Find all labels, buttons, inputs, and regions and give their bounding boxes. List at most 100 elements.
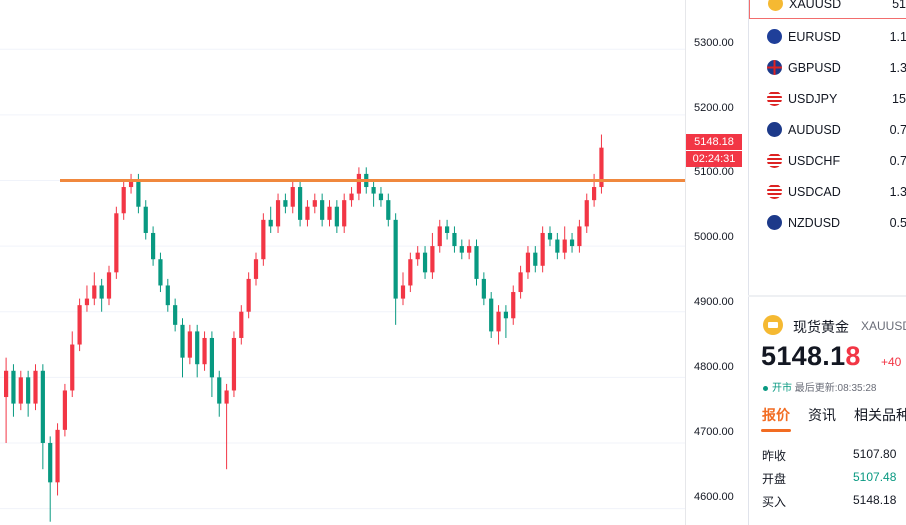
candle-body xyxy=(503,311,508,319)
candle-body xyxy=(577,226,582,247)
candle-body xyxy=(599,147,604,188)
watchlist-item-usdjpy[interactable]: USDJPY 15 xyxy=(749,83,906,114)
candle-body xyxy=(180,324,185,358)
quote-label-prev-close: 昨收 xyxy=(762,449,787,463)
candle-body xyxy=(18,377,23,404)
status-dot-icon xyxy=(763,385,768,391)
candle-body xyxy=(305,206,310,220)
candle-body xyxy=(202,337,207,365)
tick-label-5000: 5000.00 xyxy=(694,231,734,243)
candle-body xyxy=(246,278,251,312)
chart-canvas[interactable] xyxy=(0,0,685,525)
candle-body xyxy=(298,187,303,220)
candle-body xyxy=(128,180,134,188)
price-axis[interactable]: 5300.00 5200.00 5100.00 5000.00 4900.00 … xyxy=(685,0,748,525)
watchlist-symbol: USDCHF xyxy=(788,153,841,168)
watchlist-value: 0.7 xyxy=(889,153,906,168)
watchlist-item-audusd[interactable]: AUDUSD 0.7 xyxy=(749,114,906,145)
candle-body xyxy=(327,206,332,220)
candle-body xyxy=(312,200,317,207)
candle-body xyxy=(467,246,472,253)
candle-body xyxy=(151,232,156,260)
hline-price-label: 5100.00 xyxy=(694,166,734,178)
candle-body xyxy=(62,390,67,430)
symbol-code: XAUUSD xyxy=(861,319,906,333)
watchlist-item-gbpusd[interactable]: GBPUSD 1.3 xyxy=(749,52,906,83)
candle-body xyxy=(70,344,75,391)
tick-label-4700: 4700.00 xyxy=(694,426,734,438)
us-flag-icon xyxy=(767,184,782,199)
candle-body xyxy=(555,239,560,253)
candle-body xyxy=(275,200,281,227)
candle-body xyxy=(378,193,384,201)
tab-underline xyxy=(761,429,791,432)
candle-body xyxy=(143,206,148,233)
candle-body xyxy=(540,232,545,266)
watchlist-item-eurusd[interactable]: EURUSD 1.1 xyxy=(749,21,906,52)
tab-related[interactable]: 相关品种 xyxy=(854,407,906,423)
watchlist-item-usdchf[interactable]: USDCHF 0.7 xyxy=(749,145,906,176)
watchlist-value: 1.1 xyxy=(889,29,906,44)
nz-flag-icon xyxy=(767,215,782,230)
symbol-name: 现货黄金 xyxy=(793,319,849,335)
au-flag-icon xyxy=(767,122,782,137)
candle-body xyxy=(55,429,60,483)
price-change: +40 xyxy=(881,355,902,369)
candle-body xyxy=(106,272,112,299)
quote-label-open: 开盘 xyxy=(762,472,787,486)
tick-label-5200: 5200.00 xyxy=(694,102,734,114)
candle-body xyxy=(408,259,413,286)
watchlist-value: 15 xyxy=(892,91,906,106)
candle-body xyxy=(386,200,391,220)
candle-body xyxy=(459,246,464,253)
watchlist-item-usdcad[interactable]: USDCAD 1.3 xyxy=(749,176,906,207)
candle-body xyxy=(481,278,486,299)
candle-body xyxy=(40,370,45,443)
candle-body xyxy=(445,226,450,233)
candle-body xyxy=(121,187,126,214)
market-open-label: 开市 xyxy=(772,383,792,394)
candle-body xyxy=(33,370,38,404)
tab-news[interactable]: 资讯 xyxy=(808,407,836,423)
candle-body xyxy=(518,272,523,293)
market-status: 开市 最后更新:08:35:28 xyxy=(763,379,877,394)
watchlist-value: 0.5 xyxy=(889,215,906,230)
candle-body xyxy=(48,442,53,483)
tick-label-5300: 5300.00 xyxy=(694,37,734,49)
watchlist-value: 51 xyxy=(892,0,906,11)
candlestick-chart[interactable] xyxy=(0,0,685,525)
candle-body xyxy=(415,252,420,260)
candle-body xyxy=(371,187,376,194)
candle-body xyxy=(187,331,192,358)
candle-body xyxy=(173,305,178,325)
candle-body xyxy=(231,337,237,391)
watchlist-symbol: AUDUSD xyxy=(788,122,841,137)
candle-body xyxy=(569,239,575,247)
candle-body xyxy=(437,226,442,247)
tick-label-4900: 4900.00 xyxy=(694,296,734,308)
candle-body xyxy=(592,187,597,201)
candle-body xyxy=(99,285,104,299)
candle-body xyxy=(474,246,479,279)
candle-body xyxy=(26,377,31,404)
us-flag-icon xyxy=(767,91,782,106)
candle-body xyxy=(217,377,222,404)
candle-body xyxy=(342,200,347,227)
candle-body xyxy=(283,200,288,207)
watchlist-value: 1.3 xyxy=(889,184,906,199)
watchlist-item-nzdusd[interactable]: NZDUSD 0.5 xyxy=(749,207,906,238)
current-price: 5148.18 xyxy=(761,341,861,372)
candle-body xyxy=(261,219,266,260)
candle-body xyxy=(136,180,141,207)
current-price-main: 5148.1 xyxy=(761,341,846,371)
watchlist-item-xauusd[interactable]: XAUUSD 51 xyxy=(749,0,906,19)
eu-flag-icon xyxy=(767,29,782,44)
candle-body xyxy=(253,259,259,279)
tick-label-4600: 4600.00 xyxy=(694,491,734,503)
candle-body xyxy=(496,311,501,332)
candle-body xyxy=(158,259,163,286)
symbol-detail-panel: 现货黄金 XAUUSD 5148.18 +40 开市 最后更新:08:35:28… xyxy=(748,297,906,525)
watchlist-symbol: GBPUSD xyxy=(788,60,841,75)
last-update-label: 最后更新:08:35:28 xyxy=(794,383,877,394)
tab-quotes[interactable]: 报价 xyxy=(762,407,790,423)
